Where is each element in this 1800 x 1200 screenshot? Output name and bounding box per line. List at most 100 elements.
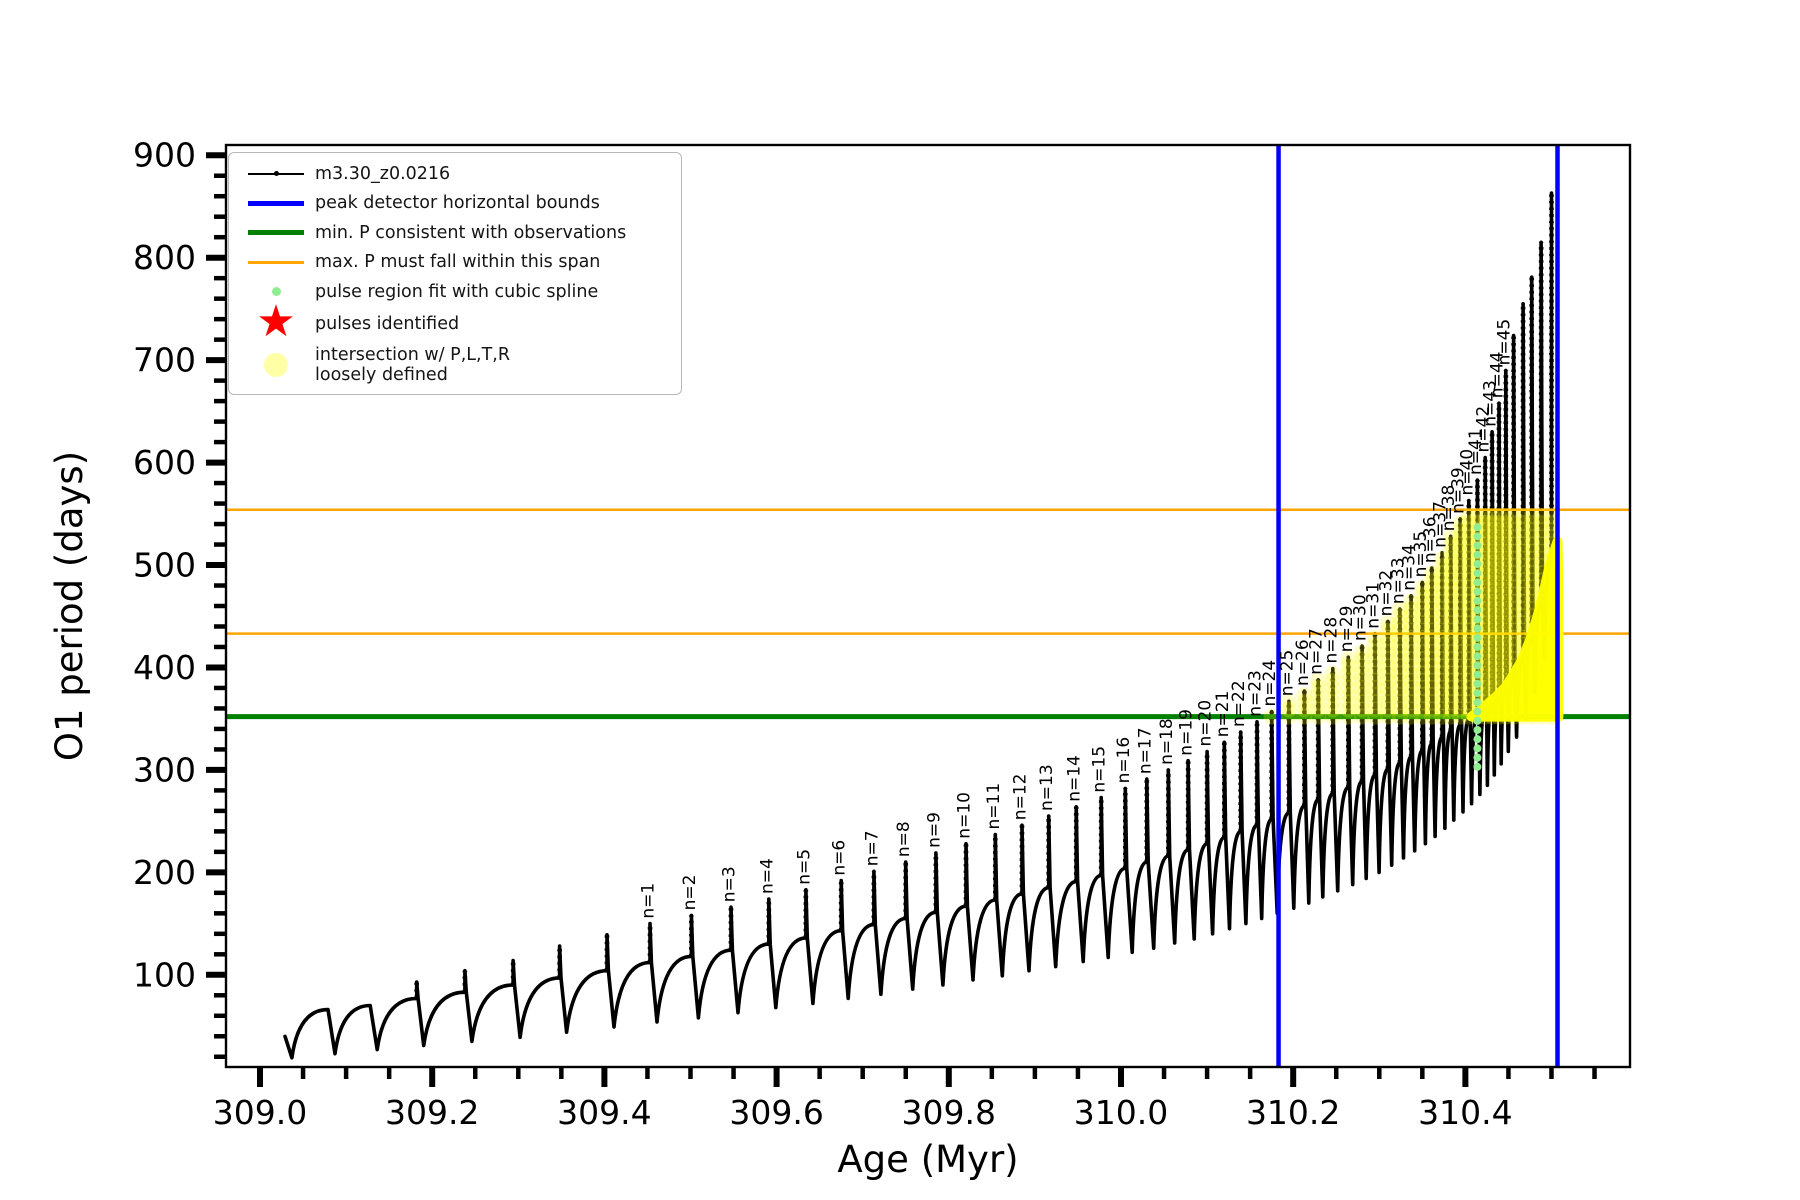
intersection-dot	[1515, 515, 1532, 532]
intersection-dot	[1442, 565, 1459, 582]
intersection-dot	[1434, 636, 1451, 653]
intersection-dot	[1469, 644, 1486, 661]
intersection-dot	[1490, 687, 1507, 704]
intersection-dot	[1414, 665, 1431, 682]
intersection-dot	[1484, 679, 1501, 696]
intersection-dot	[1484, 665, 1501, 682]
pulse-label: n=17	[1135, 727, 1155, 774]
intersection-dot	[1533, 665, 1550, 682]
intersection-dot	[1379, 708, 1396, 725]
intersection-dot	[1452, 565, 1469, 582]
intersection-dot	[1497, 586, 1514, 603]
pulse-label: n=8	[894, 821, 914, 857]
pulse-label: n=11	[984, 783, 1004, 830]
intersection-dot	[1490, 579, 1507, 596]
intersection-dot	[1497, 622, 1514, 639]
pulse-label: n=20	[1196, 700, 1216, 747]
intersection-dot	[1490, 586, 1507, 603]
intersection-dot	[1484, 586, 1501, 603]
intersection-dot	[1414, 622, 1431, 639]
intersection-dot	[1452, 651, 1469, 668]
pulse-label: n=9	[924, 812, 944, 848]
intersection-dot	[1452, 543, 1469, 560]
intersection-dot	[1379, 651, 1396, 668]
intersection-dot	[1414, 694, 1431, 711]
intersection-dot	[1497, 694, 1514, 711]
intersection-dot	[1442, 593, 1459, 610]
intersection-dot	[1423, 636, 1440, 653]
intersection-dot	[1442, 701, 1459, 718]
intersection-dot	[1263, 708, 1280, 725]
x-tick-label: 309.4	[557, 1093, 651, 1132]
intersection-dot	[1515, 608, 1532, 625]
intersection-dot	[1414, 708, 1431, 725]
intersection-dot	[1391, 672, 1408, 689]
intersection-dot	[1310, 701, 1327, 718]
intersection-dot	[1452, 579, 1469, 596]
intersection-dot	[1442, 579, 1459, 596]
intersection-dot	[1490, 636, 1507, 653]
intersection-dot	[1497, 522, 1514, 539]
intersection-dot	[1391, 658, 1408, 675]
intersection-dot	[1523, 543, 1540, 560]
intersection-dot	[1442, 608, 1459, 625]
intersection-dot	[1477, 665, 1494, 682]
intersection-dot	[1490, 558, 1507, 575]
legend-label: m3.30_z0.0216	[315, 163, 451, 184]
intersection-dot	[1460, 651, 1477, 668]
intersection-dot	[1505, 515, 1522, 532]
intersection-dot	[1403, 701, 1420, 718]
intersection-dot	[1434, 622, 1451, 639]
intersection-dot	[1414, 644, 1431, 661]
intersection-dot	[1354, 658, 1371, 675]
intersection-dot	[1497, 665, 1514, 682]
pulse-label: n=22	[1229, 680, 1249, 727]
intersection-dot	[1469, 708, 1486, 725]
pulse-label: n=12	[1011, 774, 1031, 821]
intersection-dot	[1391, 622, 1408, 639]
intersection-dot	[1490, 708, 1507, 725]
intersection-dot	[1469, 507, 1486, 524]
intersection-dot	[1452, 701, 1469, 718]
intersection-dot	[1414, 701, 1431, 718]
intersection-dot	[1442, 550, 1459, 567]
spline-fit-dot	[1473, 744, 1482, 753]
intersection-dot	[1452, 672, 1469, 689]
intersection-dot	[1484, 636, 1501, 653]
intersection-dot	[1497, 529, 1514, 546]
intersection-dot	[1497, 572, 1514, 589]
intersection-dot	[1366, 687, 1383, 704]
intersection-dot	[1490, 672, 1507, 689]
intersection-dot	[1477, 558, 1494, 575]
intersection-dot	[1423, 658, 1440, 675]
spline-fit-dot	[1473, 532, 1482, 541]
intersection-dot	[1515, 579, 1532, 596]
intersection-dot	[1379, 665, 1396, 682]
intersection-dot	[1434, 601, 1451, 618]
intersection-dot	[1423, 701, 1440, 718]
intersection-dot	[1533, 687, 1550, 704]
intersection-dot	[1515, 694, 1532, 711]
pulse-label: n=23	[1246, 670, 1266, 717]
intersection-dot	[1442, 665, 1459, 682]
intersection-dot	[1533, 507, 1550, 524]
intersection-dot	[1490, 543, 1507, 560]
intersection-dot	[1497, 615, 1514, 632]
intersection-dot	[1414, 593, 1431, 610]
intersection-dot	[1452, 644, 1469, 661]
intersection-dot	[1434, 651, 1451, 668]
intersection-dot	[1296, 701, 1313, 718]
intersection-dot	[1505, 665, 1522, 682]
intersection-dot	[1484, 658, 1501, 675]
intersection-dot	[1324, 672, 1341, 689]
pulse-label: n=7	[862, 830, 882, 866]
intersection-dot	[1477, 565, 1494, 582]
intersection-dot	[1403, 629, 1420, 646]
intersection-dot	[1477, 593, 1494, 610]
intersection-dot	[1505, 687, 1522, 704]
intersection-dot	[1414, 615, 1431, 632]
intersection-dot	[1460, 644, 1477, 661]
intersection-dot	[1414, 579, 1431, 596]
intersection-dot	[1484, 694, 1501, 711]
spline-fit-dot	[1473, 587, 1482, 596]
